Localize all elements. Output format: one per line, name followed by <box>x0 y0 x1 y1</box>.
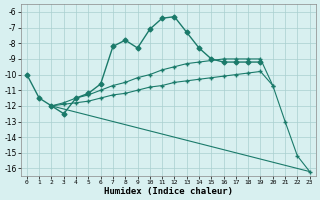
X-axis label: Humidex (Indice chaleur): Humidex (Indice chaleur) <box>104 187 233 196</box>
